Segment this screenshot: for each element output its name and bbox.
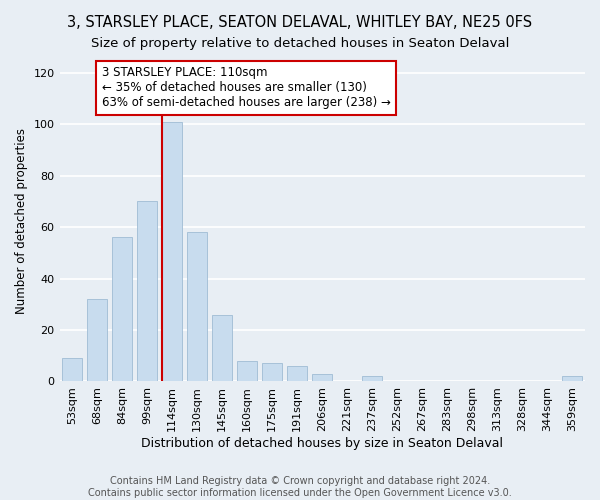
Bar bbox=[62, 358, 82, 382]
Bar bbox=[137, 202, 157, 382]
Bar bbox=[162, 122, 182, 382]
Bar bbox=[262, 364, 282, 382]
X-axis label: Distribution of detached houses by size in Seaton Delaval: Distribution of detached houses by size … bbox=[141, 437, 503, 450]
Bar bbox=[187, 232, 207, 382]
Bar bbox=[212, 314, 232, 382]
Text: Size of property relative to detached houses in Seaton Delaval: Size of property relative to detached ho… bbox=[91, 38, 509, 51]
Bar bbox=[312, 374, 332, 382]
Text: 3 STARSLEY PLACE: 110sqm
← 35% of detached houses are smaller (130)
63% of semi-: 3 STARSLEY PLACE: 110sqm ← 35% of detach… bbox=[101, 66, 391, 110]
Bar bbox=[287, 366, 307, 382]
Bar bbox=[112, 238, 132, 382]
Bar bbox=[237, 361, 257, 382]
Y-axis label: Number of detached properties: Number of detached properties bbox=[15, 128, 28, 314]
Bar bbox=[87, 299, 107, 382]
Bar bbox=[362, 376, 382, 382]
Text: Contains HM Land Registry data © Crown copyright and database right 2024.
Contai: Contains HM Land Registry data © Crown c… bbox=[88, 476, 512, 498]
Bar bbox=[562, 376, 583, 382]
Text: 3, STARSLEY PLACE, SEATON DELAVAL, WHITLEY BAY, NE25 0FS: 3, STARSLEY PLACE, SEATON DELAVAL, WHITL… bbox=[67, 15, 533, 30]
